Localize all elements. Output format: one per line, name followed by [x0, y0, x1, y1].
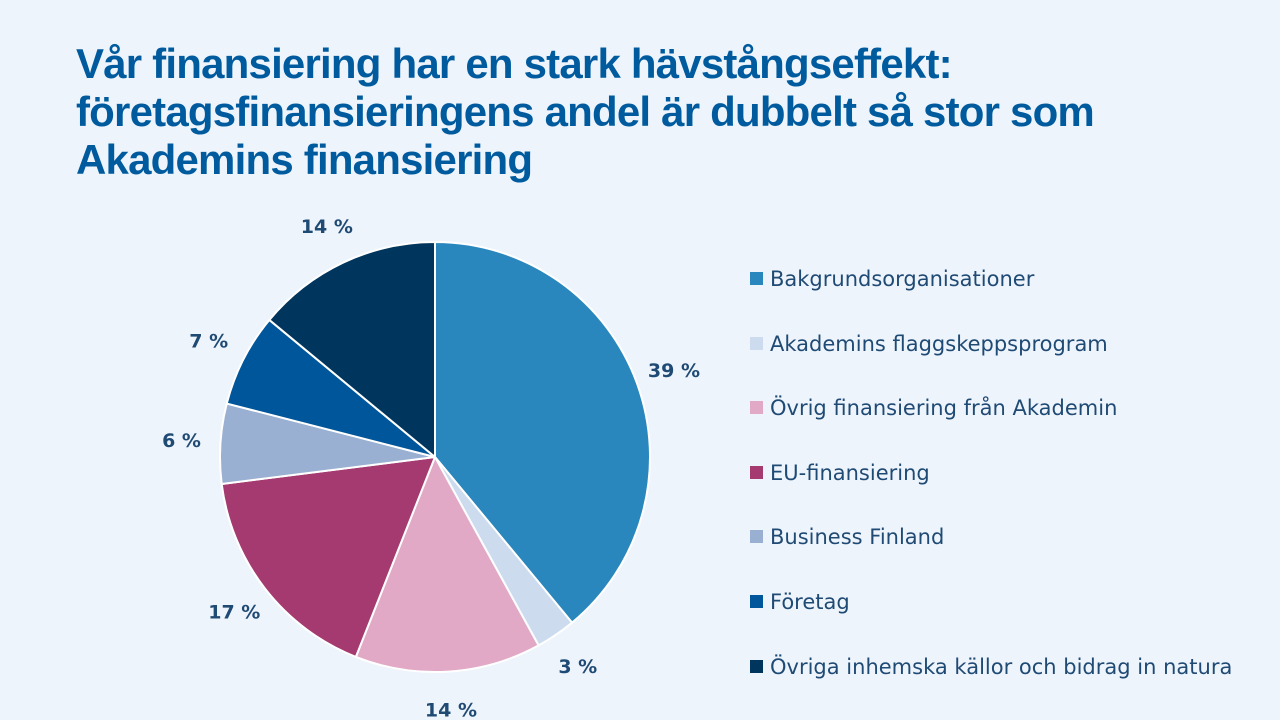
legend-swatch-3 — [750, 465, 763, 479]
legend-item-3: EU-finansiering — [750, 456, 1232, 521]
title-line-2: företagsfinansieringens andel är dubbelt… — [76, 88, 1095, 135]
chart-legend: Bakgrundsorganisationer Akademins flaggsk… — [750, 262, 1232, 714]
legend-swatch-4 — [750, 530, 763, 544]
pie-slice-3 — [220, 456, 436, 658]
legend-swatch-2 — [750, 401, 763, 415]
legend-swatch-0 — [750, 272, 763, 285]
title-line-1: Vår finansiering har en stark hävstångse… — [76, 40, 953, 87]
page-title: Vår finansiering har en stark hävstångse… — [76, 40, 1236, 184]
slice-label-1: 3 % — [558, 656, 597, 678]
legend-label-5: Företag — [770, 589, 850, 614]
legend-item-6: Övriga inhemska källor och bidrag in nat… — [750, 650, 1232, 715]
slice-label-2: 14 % — [425, 699, 477, 720]
legend-item-5: Företag — [750, 585, 1232, 650]
pie-slice-2 — [354, 456, 540, 673]
pie-slice-6 — [268, 241, 436, 458]
legend-swatch-6 — [750, 659, 763, 673]
legend-item-2: Övrig finansiering från Akademin — [750, 391, 1232, 456]
slice-label-0: 39 % — [648, 360, 700, 382]
legend-item-0: Bakgrundsorganisationer — [750, 262, 1232, 327]
legend-swatch-5 — [750, 594, 763, 608]
legend-label-1: Akademins flaggskeppsprogram — [770, 331, 1108, 356]
legend-item-1: Akademins flaggskeppsprogram — [750, 327, 1232, 392]
slice-label-6: 14 % — [301, 216, 353, 238]
legend-item-4: Business Finland — [750, 520, 1232, 585]
slice-label-5: 7 % — [189, 331, 228, 353]
legend-label-2: Övrig finansiering från Akademin — [770, 396, 1118, 421]
title-line-3: Akademins finansiering — [76, 136, 533, 183]
legend-label-3: EU-finansiering — [770, 460, 930, 485]
legend-label-4: Business Finland — [770, 525, 945, 550]
slice-label-4: 6 % — [162, 430, 201, 452]
slice-label-3: 17 % — [208, 602, 260, 624]
legend-label-6: Övriga inhemska källor och bidrag in nat… — [770, 654, 1233, 679]
pie-slice-0 — [434, 241, 651, 624]
legend-swatch-1 — [750, 336, 763, 350]
legend-label-0: Bakgrundsorganisationer — [770, 267, 1035, 291]
